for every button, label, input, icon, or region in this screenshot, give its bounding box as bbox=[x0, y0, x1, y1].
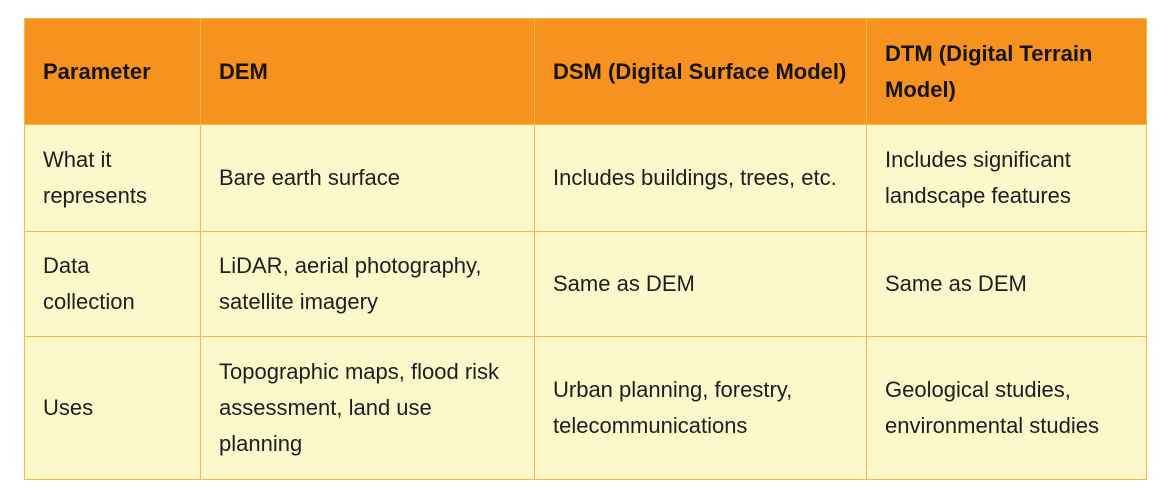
table-body: What it represents Bare earth surface In… bbox=[24, 124, 1147, 480]
cell-dem: Bare earth surface bbox=[200, 124, 535, 232]
table-row: What it represents Bare earth surface In… bbox=[24, 124, 1147, 232]
header-dtm: DTM (Digital Terrain Model) bbox=[866, 18, 1147, 125]
header-dsm: DSM (Digital Surface Model) bbox=[534, 18, 867, 125]
cell-dsm: Includes buildings, trees, etc. bbox=[534, 124, 867, 232]
cell-dtm: Same as DEM bbox=[866, 231, 1147, 337]
header-dem: DEM bbox=[200, 18, 535, 125]
cell-parameter: What it represents bbox=[24, 124, 201, 232]
table-row: Data collection LiDAR, aerial photograph… bbox=[24, 231, 1147, 337]
cell-dtm: Geological studies, environmental studie… bbox=[866, 336, 1147, 480]
header-parameter: Parameter bbox=[24, 18, 201, 125]
header-row: Parameter DEM DSM (Digital Surface Model… bbox=[24, 18, 1147, 125]
cell-dtm: Includes significant landscape features bbox=[866, 124, 1147, 232]
table-header: Parameter DEM DSM (Digital Surface Model… bbox=[24, 18, 1147, 125]
cell-parameter: Data collection bbox=[24, 231, 201, 337]
cell-parameter: Uses bbox=[24, 336, 201, 480]
cell-dsm: Same as DEM bbox=[534, 231, 867, 337]
comparison-table: Parameter DEM DSM (Digital Surface Model… bbox=[24, 18, 1147, 480]
cell-dem: LiDAR, aerial photography, satellite ima… bbox=[200, 231, 535, 337]
cell-dsm: Urban planning, forestry, telecommunicat… bbox=[534, 336, 867, 480]
comparison-table-container: Parameter DEM DSM (Digital Surface Model… bbox=[24, 18, 1147, 480]
cell-dem: Topographic maps, flood risk assessment,… bbox=[200, 336, 535, 480]
table-row: Uses Topographic maps, flood risk assess… bbox=[24, 336, 1147, 480]
